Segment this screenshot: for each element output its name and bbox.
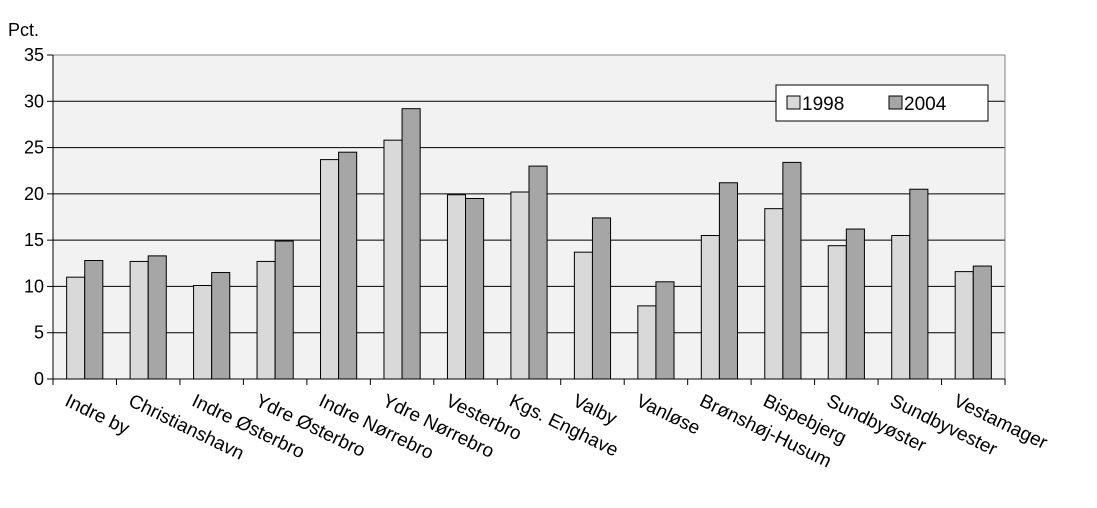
y-tick-label: 5 bbox=[34, 323, 44, 343]
x-category-label: Vanløse bbox=[633, 391, 704, 440]
bar-1998 bbox=[764, 208, 784, 380]
bar-2004 bbox=[909, 188, 929, 380]
bar-2004 bbox=[147, 255, 167, 380]
legend-label: 2004 bbox=[904, 94, 947, 115]
bar-1998 bbox=[891, 235, 911, 380]
bar-2004 bbox=[591, 217, 612, 380]
bar-1998 bbox=[510, 191, 530, 380]
y-tick-label: 15 bbox=[24, 230, 44, 250]
legend-box bbox=[775, 84, 989, 122]
y-tick-label: 10 bbox=[24, 276, 44, 296]
y-tick-label: 25 bbox=[24, 138, 44, 158]
y-tick-label: 30 bbox=[24, 91, 44, 111]
bar-2004 bbox=[211, 272, 231, 380]
bar-2004 bbox=[528, 165, 548, 380]
bar-2004 bbox=[845, 228, 865, 380]
bar-1998 bbox=[256, 260, 276, 380]
bar-1998 bbox=[383, 139, 403, 380]
bar-1998 bbox=[700, 235, 720, 380]
bar-1998 bbox=[193, 285, 213, 380]
bar-2004 bbox=[718, 182, 738, 380]
x-category-label: Indre by bbox=[62, 391, 133, 440]
bar-2004 bbox=[274, 240, 294, 380]
bar-2004 bbox=[84, 260, 104, 380]
legend-swatch-1998 bbox=[786, 95, 801, 110]
y-axis-label: Pct. bbox=[8, 20, 39, 40]
bar-1998 bbox=[129, 260, 149, 380]
bar-2004 bbox=[338, 151, 358, 380]
y-tick-label: 0 bbox=[34, 369, 44, 389]
legend-label: 1998 bbox=[802, 94, 844, 115]
bar-1998 bbox=[320, 159, 340, 380]
bar-2004 bbox=[401, 108, 421, 380]
bar-2004 bbox=[465, 197, 485, 380]
bar-1998 bbox=[573, 251, 593, 380]
bar-1998 bbox=[637, 305, 657, 380]
y-tick-label: 20 bbox=[24, 184, 44, 204]
bar-1998 bbox=[446, 194, 467, 380]
bar-2004 bbox=[782, 161, 802, 380]
bar-1998 bbox=[66, 276, 86, 380]
bar-1998 bbox=[827, 245, 847, 380]
y-tick-label: 35 bbox=[24, 45, 44, 65]
legend-swatch-2004 bbox=[888, 95, 903, 110]
bar-1998 bbox=[954, 271, 974, 380]
bar-2004 bbox=[655, 281, 675, 380]
bar-2004 bbox=[972, 265, 992, 380]
